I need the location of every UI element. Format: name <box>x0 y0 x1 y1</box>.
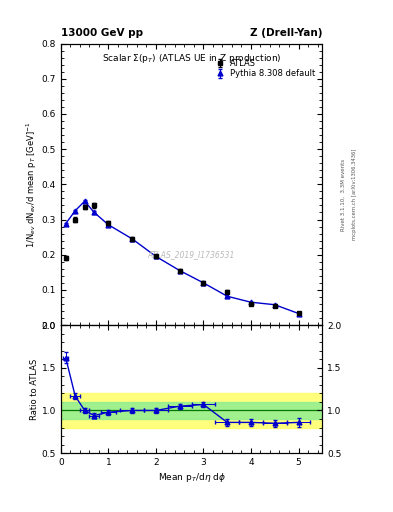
Bar <box>61 393 322 428</box>
Y-axis label: Ratio to ATLAS: Ratio to ATLAS <box>30 358 39 420</box>
Text: Scalar $\Sigma$(p$_T$) (ATLAS UE in Z production): Scalar $\Sigma$(p$_T$) (ATLAS UE in Z pr… <box>102 52 281 65</box>
Y-axis label: 1/N$_{ev}$ dN$_{ev}$/d mean p$_T$ [GeV]$^{-1}$: 1/N$_{ev}$ dN$_{ev}$/d mean p$_T$ [GeV]$… <box>24 121 39 248</box>
Bar <box>61 402 322 419</box>
Text: 13000 GeV pp: 13000 GeV pp <box>61 28 143 38</box>
Text: mcplots.cern.ch [arXiv:1306.3436]: mcplots.cern.ch [arXiv:1306.3436] <box>352 149 357 240</box>
Text: Z (Drell-Yan): Z (Drell-Yan) <box>250 28 322 38</box>
Text: Rivet 3.1.10,  3.3M events: Rivet 3.1.10, 3.3M events <box>341 159 346 230</box>
Text: ATLAS_2019_I1736531: ATLAS_2019_I1736531 <box>148 250 235 259</box>
Legend: ATLAS, Pythia 8.308 default: ATLAS, Pythia 8.308 default <box>209 56 318 81</box>
X-axis label: Mean p$_T$/d$\eta$ d$\phi$: Mean p$_T$/d$\eta$ d$\phi$ <box>158 471 226 484</box>
